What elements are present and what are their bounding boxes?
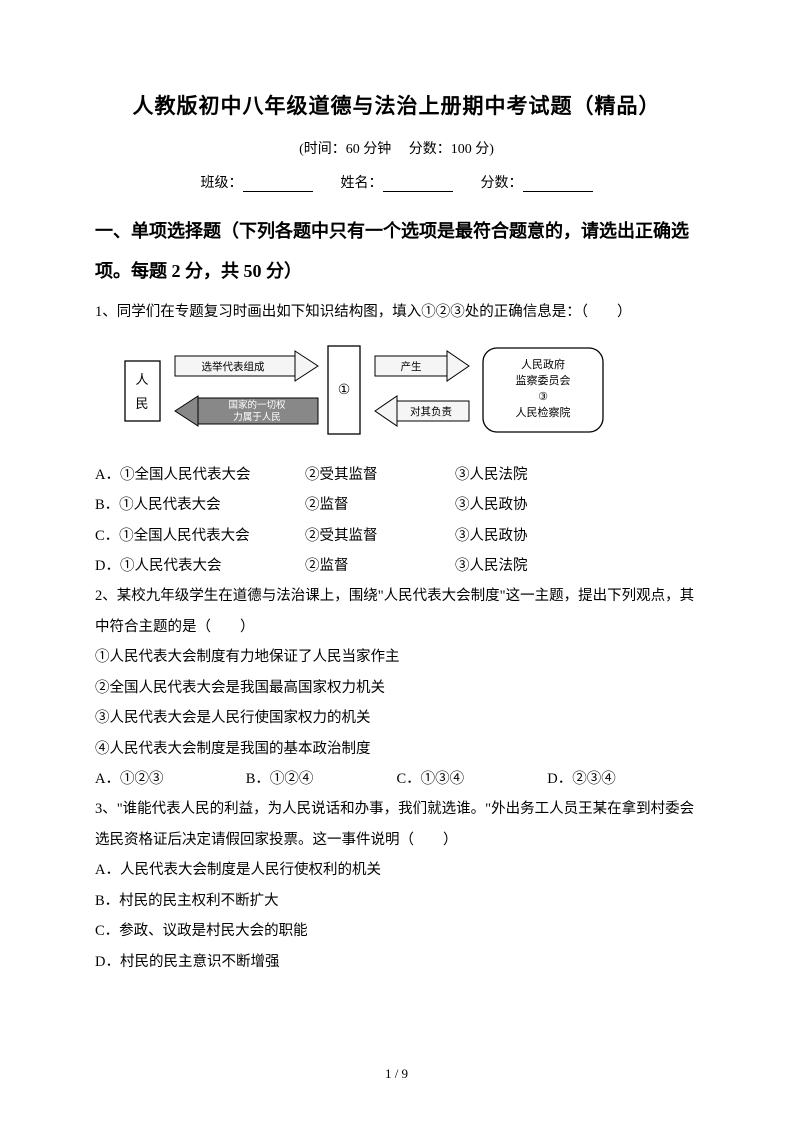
score-label: 分数： [481, 176, 523, 191]
diagram-arrow-rb-label: 对其负责 [410, 405, 452, 418]
meta-score: 分数：100 分) [409, 142, 494, 157]
q1-D-c1: D．①人民代表大会 [95, 551, 305, 581]
q2-s4: ④人民代表大会制度是我国的基本政治制度 [95, 734, 698, 764]
q1-B-c2: ②监督 [305, 490, 455, 520]
q1-stem: 1、同学们在专题复习时画出如下知识结构图，填入①②③处的正确信息是：（ ） [95, 297, 698, 327]
q1-options: A．①全国人民代表大会 ②受其监督 ③人民法院 B．①人民代表大会 ②监督 ③人… [95, 460, 698, 582]
meta-line: (时间：60 分钟 分数：100 分) [95, 138, 698, 158]
q2-option-C[interactable]: C．①③④ [397, 764, 548, 794]
q3-stem: 3、"谁能代表人民的利益，为人民说话和办事，我们就选谁。"外出务工人员王某在拿到… [95, 794, 698, 855]
class-blank[interactable] [243, 176, 313, 192]
diagram-arrow-rt-label: 产生 [401, 360, 422, 373]
q2-option-B[interactable]: B．①②④ [246, 764, 397, 794]
q2-s3: ③人民代表大会是人民行使国家权力的机关 [95, 703, 698, 733]
diagram-arrow-bottom-label2: 力属于人民 [233, 411, 281, 423]
page-number: 1 / 9 [0, 1066, 793, 1082]
meta-time: (时间：60 分钟 [299, 142, 391, 157]
q2-s2: ②全国人民代表大会是我国最高国家权力机关 [95, 673, 698, 703]
q1-C-c1: C．①全国人民代表大会 [95, 521, 305, 551]
q1-C-c3: ③人民政协 [455, 521, 698, 551]
q1-option-A[interactable]: A．①全国人民代表大会 ②受其监督 ③人民法院 [95, 460, 698, 490]
diagram-arrow-top-label: 选举代表组成 [202, 360, 265, 373]
page-title: 人教版初中八年级道德与法治上册期中考试题（精品） [95, 90, 698, 120]
name-label: 姓名： [341, 176, 383, 191]
q3-option-C[interactable]: C．参政、议政是村民大会的职能 [95, 916, 698, 946]
diagram-arrow-bottom-label1: 国家的一切权 [228, 399, 286, 411]
q3-option-D[interactable]: D．村民的民主意识不断增强 [95, 947, 698, 977]
q1-diagram: 人 民 选举代表组成 国家的一切权 力属于人民 ① 产生 对其负责 人民政府 监… [123, 336, 698, 446]
class-label: 班级： [201, 176, 243, 191]
q1-D-c2: ②监督 [305, 551, 455, 581]
q1-A-c3: ③人民法院 [455, 460, 698, 490]
section-heading-1: 一、单项选择题（下列各题中只有一个选项是最符合题意的，请选出正确选项。每题 2 … [95, 212, 698, 291]
q1-B-c1: B．①人民代表大会 [95, 490, 305, 520]
q1-option-D[interactable]: D．①人民代表大会 ②监督 ③人民法院 [95, 551, 698, 581]
q1-D-c3: ③人民法院 [455, 551, 698, 581]
diagram-right-line3: ③ [538, 391, 548, 403]
q1-B-c3: ③人民政协 [455, 490, 698, 520]
svg-text:民: 民 [135, 396, 148, 411]
q1-A-c1: A．①全国人民代表大会 [95, 460, 305, 490]
diagram-right-line4: 人民检察院 [516, 405, 571, 419]
q2-stem: 2、某校九年级学生在道德与法治课上，围绕"人民代表大会制度"这一主题，提出下列观… [95, 581, 698, 642]
q2-option-A[interactable]: A．①②③ [95, 764, 246, 794]
diagram-right-line2: 监察委员会 [516, 373, 571, 387]
score-blank[interactable] [523, 176, 593, 192]
q1-A-c2: ②受其监督 [305, 460, 455, 490]
q3-option-B[interactable]: B．村民的民主权利不断扩大 [95, 886, 698, 916]
form-line: 班级： 姓名： 分数： [95, 172, 698, 192]
diagram-right-line1: 人民政府 [521, 357, 565, 371]
q3-option-A[interactable]: A．人民代表大会制度是人民行使权利的机关 [95, 855, 698, 885]
q1-option-B[interactable]: B．①人民代表大会 ②监督 ③人民政协 [95, 490, 698, 520]
diagram-people: 人 [135, 372, 148, 387]
q2-option-D[interactable]: D．②③④ [547, 764, 698, 794]
diagram-center-label: ① [338, 383, 351, 398]
q1-C-c2: ②受其监督 [305, 521, 455, 551]
q2-options: A．①②③ B．①②④ C．①③④ D．②③④ [95, 764, 698, 794]
q1-option-C[interactable]: C．①全国人民代表大会 ②受其监督 ③人民政协 [95, 521, 698, 551]
name-blank[interactable] [383, 176, 453, 192]
q2-s1: ①人民代表大会制度有力地保证了人民当家作主 [95, 642, 698, 672]
